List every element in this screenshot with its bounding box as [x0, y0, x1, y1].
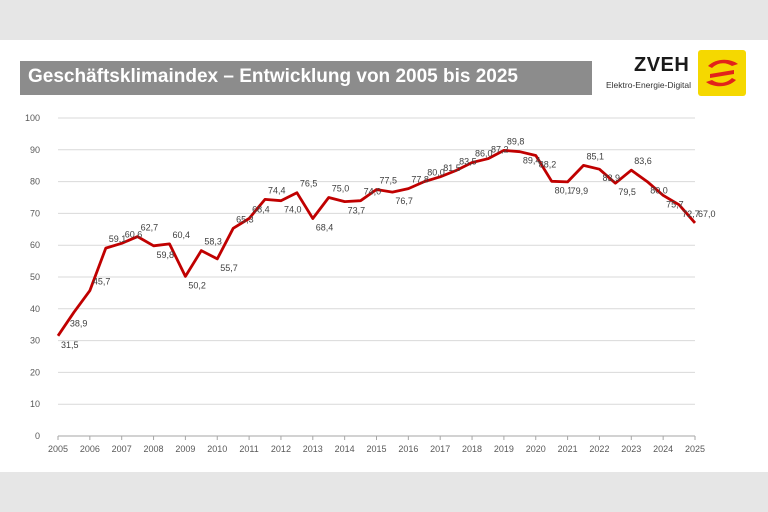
y-tick-label: 70 — [30, 208, 40, 218]
x-tick-label: 2017 — [430, 444, 450, 454]
logo-subtitle: Elektro-Energie-Digital — [606, 80, 692, 90]
x-tick-label: 2016 — [398, 444, 418, 454]
data-label: 83,5 — [459, 156, 477, 166]
data-label: 58,3 — [204, 237, 222, 247]
data-label: 80,1 — [555, 185, 573, 195]
y-tick-label: 0 — [35, 431, 40, 441]
data-label: 74,0 — [284, 205, 302, 215]
data-label: 89,8 — [507, 136, 525, 146]
data-label: 38,9 — [70, 318, 88, 328]
x-tick-label: 2024 — [653, 444, 673, 454]
x-tick-label: 2025 — [685, 444, 705, 454]
x-tick-label: 2018 — [462, 444, 482, 454]
y-tick-label: 10 — [30, 399, 40, 409]
slide: Geschäftsklimaindex – Entwicklung von 20… — [0, 40, 768, 472]
data-label: 65,3 — [236, 214, 254, 224]
data-label: 87,2 — [491, 145, 509, 155]
data-label: 60,4 — [172, 230, 190, 240]
data-label: 89,4 — [523, 156, 541, 166]
title-bar: Geschäftsklimaindex – Entwicklung von 20… — [20, 61, 592, 95]
y-tick-label: 40 — [30, 304, 40, 314]
x-tick-label: 2005 — [48, 444, 68, 454]
x-tick-label: 2021 — [558, 444, 578, 454]
data-label: 80,0 — [427, 168, 445, 178]
y-tick-label: 80 — [30, 177, 40, 187]
slide-title: Geschäftsklimaindex – Entwicklung von 20… — [28, 66, 518, 87]
data-label: 68,4 — [252, 204, 270, 214]
series-line — [56, 149, 697, 337]
x-tick-label: 2008 — [144, 444, 164, 454]
y-tick-label: 90 — [30, 145, 40, 155]
logo-text: ZVEH — [634, 54, 690, 76]
data-label: 86,0 — [475, 149, 493, 159]
data-label: 75,0 — [332, 184, 350, 194]
x-tick-label: 2007 — [112, 444, 132, 454]
data-label: 83,9 — [602, 173, 620, 183]
data-label: 83,6 — [634, 156, 652, 166]
x-tick-label: 2023 — [621, 444, 641, 454]
x-tick-label: 2014 — [335, 444, 355, 454]
data-label: 74,4 — [268, 185, 286, 195]
data-labels: 31,5 45,7 59,160,662,7 59,8 60,4 50,2 58,3 55,7… — [61, 136, 716, 349]
data-label: 75,7 — [666, 199, 684, 209]
x-tick-label: 2019 — [494, 444, 514, 454]
data-label: 62,7 — [141, 223, 159, 233]
data-label: 85,1 — [587, 151, 605, 161]
x-tick-label: 2011 — [239, 444, 258, 454]
y-tick-label: 100 — [25, 113, 40, 123]
x-tick-label: 2015 — [366, 444, 386, 454]
y-tick-label: 60 — [30, 240, 40, 250]
data-label: 59,8 — [157, 250, 175, 260]
data-label: 45,7 — [93, 277, 111, 287]
zveh-badge-icon — [698, 50, 746, 96]
data-label: 80,0 — [650, 186, 668, 196]
x-tick-label: 2006 — [80, 444, 100, 454]
y-tick-label: 30 — [30, 336, 40, 346]
data-label: 79,9 — [571, 186, 589, 196]
x-tick-label: 2022 — [589, 444, 609, 454]
x-tick-label: 2009 — [175, 444, 195, 454]
data-label: 77,5 — [380, 176, 398, 186]
x-axis: 2005 2006 2007 2008 2009 2010 2011 2012 2013 2014… — [48, 436, 705, 454]
data-label: 74,0 — [364, 187, 382, 197]
data-label: 68,4 — [316, 222, 334, 232]
data-label: 81,5 — [443, 163, 461, 173]
data-label: 77,8 — [411, 175, 429, 185]
data-label: 67,0 — [698, 209, 716, 219]
y-axis: 0 10 20 30 40 50 60 70 80 90 100 — [25, 113, 40, 441]
data-label: 88,2 — [539, 160, 557, 170]
x-tick-label: 2012 — [271, 444, 291, 454]
data-label: 79,5 — [618, 187, 636, 197]
data-label: 55,7 — [220, 263, 238, 273]
y-tick-label: 20 — [30, 367, 40, 377]
x-tick-label: 2013 — [303, 444, 323, 454]
chart-grid — [58, 117, 695, 437]
data-label: 59,1 — [109, 234, 127, 244]
data-label: 60,6 — [125, 229, 143, 239]
data-label: 76,5 — [300, 179, 318, 189]
zveh-logo: ZVEH Elektro-Energie-Digital — [606, 50, 756, 100]
y-tick-label: 50 — [30, 272, 40, 282]
x-tick-label: 2020 — [526, 444, 546, 454]
data-label: 76,7 — [395, 196, 413, 206]
data-label: 73,7 — [348, 206, 366, 216]
x-tick-label: 2010 — [207, 444, 227, 454]
data-label: 31,5 — [61, 340, 79, 350]
data-label: 50,2 — [188, 280, 206, 290]
data-label: 72,7 — [682, 209, 700, 219]
